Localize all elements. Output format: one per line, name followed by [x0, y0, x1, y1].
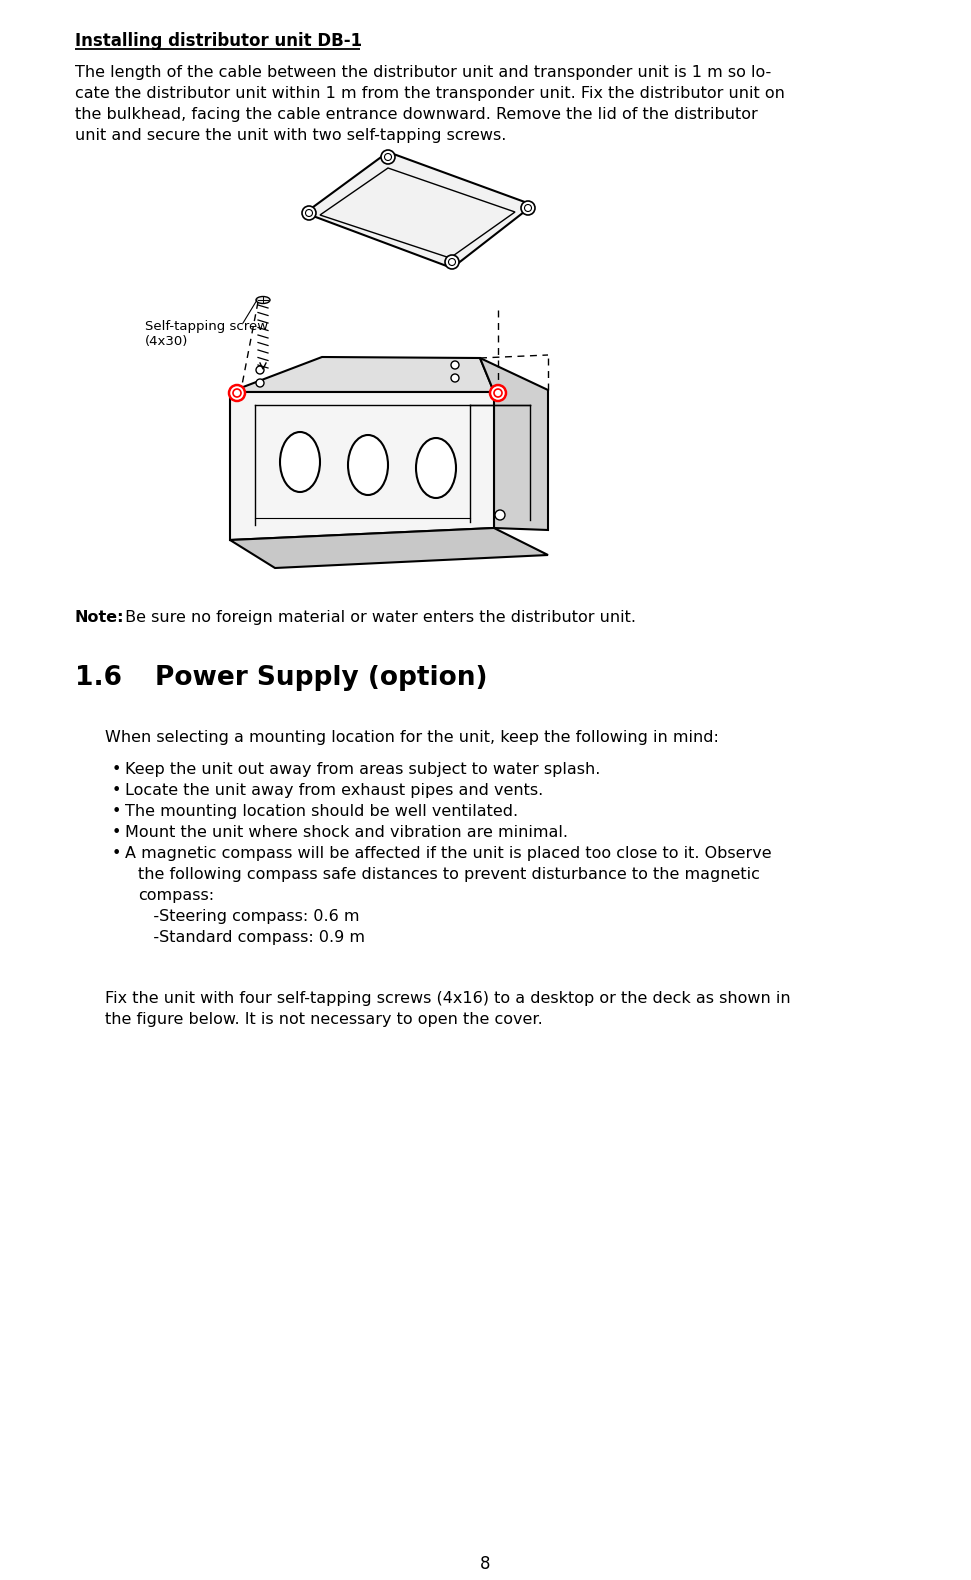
- Text: •: •: [112, 845, 121, 861]
- Circle shape: [495, 510, 505, 520]
- Ellipse shape: [348, 435, 388, 495]
- Text: Self-tapping screw
(4x30): Self-tapping screw (4x30): [145, 321, 268, 348]
- Polygon shape: [230, 357, 494, 392]
- Text: Be sure no foreign material or water enters the distributor unit.: Be sure no foreign material or water ent…: [120, 610, 636, 626]
- Text: •: •: [112, 804, 121, 818]
- Text: -Standard compass: 0.9 m: -Standard compass: 0.9 m: [138, 931, 365, 945]
- Text: Installing distributor unit DB-1: Installing distributor unit DB-1: [75, 32, 362, 51]
- Polygon shape: [230, 528, 548, 567]
- Text: Note:: Note:: [75, 610, 124, 626]
- Text: •: •: [112, 762, 121, 777]
- Text: •: •: [112, 825, 121, 841]
- Text: the bulkhead, facing the cable entrance downward. Remove the lid of the distribu: the bulkhead, facing the cable entrance …: [75, 107, 757, 122]
- Text: Locate the unit away from exhaust pipes and vents.: Locate the unit away from exhaust pipes …: [125, 784, 543, 798]
- Text: Keep the unit out away from areas subject to water splash.: Keep the unit out away from areas subjec…: [125, 762, 600, 777]
- Ellipse shape: [256, 297, 270, 303]
- Text: Mount the unit where shock and vibration are minimal.: Mount the unit where shock and vibration…: [125, 825, 568, 841]
- Text: compass:: compass:: [138, 888, 215, 904]
- Text: cate the distributor unit within 1 m from the transponder unit. Fix the distribu: cate the distributor unit within 1 m fro…: [75, 85, 785, 101]
- Text: -Steering compass: 0.6 m: -Steering compass: 0.6 m: [138, 908, 359, 924]
- Polygon shape: [230, 392, 494, 540]
- Text: the following compass safe distances to prevent disturbance to the magnetic: the following compass safe distances to …: [138, 867, 760, 882]
- Circle shape: [451, 374, 459, 382]
- Circle shape: [302, 205, 316, 220]
- Text: The length of the cable between the distributor unit and transponder unit is 1 m: The length of the cable between the dist…: [75, 65, 771, 81]
- Circle shape: [451, 360, 459, 370]
- Polygon shape: [305, 152, 533, 269]
- Circle shape: [521, 201, 535, 215]
- Text: Fix the unit with four self-tapping screws (4x16) to a desktop or the deck as sh: Fix the unit with four self-tapping scre…: [105, 991, 790, 1006]
- Text: unit and secure the unit with two self-tapping screws.: unit and secure the unit with two self-t…: [75, 128, 506, 144]
- Text: 1.6: 1.6: [75, 665, 122, 690]
- Ellipse shape: [416, 438, 456, 498]
- Circle shape: [229, 386, 245, 401]
- Text: 8: 8: [480, 1555, 490, 1574]
- Text: the figure below. It is not necessary to open the cover.: the figure below. It is not necessary to…: [105, 1013, 543, 1027]
- Text: Power Supply (option): Power Supply (option): [155, 665, 487, 690]
- Text: The mounting location should be well ventilated.: The mounting location should be well ven…: [125, 804, 519, 818]
- Circle shape: [256, 379, 264, 387]
- Text: A magnetic compass will be affected if the unit is placed too close to it. Obser: A magnetic compass will be affected if t…: [125, 845, 772, 861]
- Circle shape: [381, 150, 395, 164]
- Polygon shape: [480, 359, 548, 529]
- Circle shape: [256, 367, 264, 374]
- Circle shape: [490, 386, 506, 401]
- Circle shape: [445, 254, 459, 269]
- Text: •: •: [112, 784, 121, 798]
- Ellipse shape: [280, 431, 320, 491]
- Text: When selecting a mounting location for the unit, keep the following in mind:: When selecting a mounting location for t…: [105, 730, 719, 746]
